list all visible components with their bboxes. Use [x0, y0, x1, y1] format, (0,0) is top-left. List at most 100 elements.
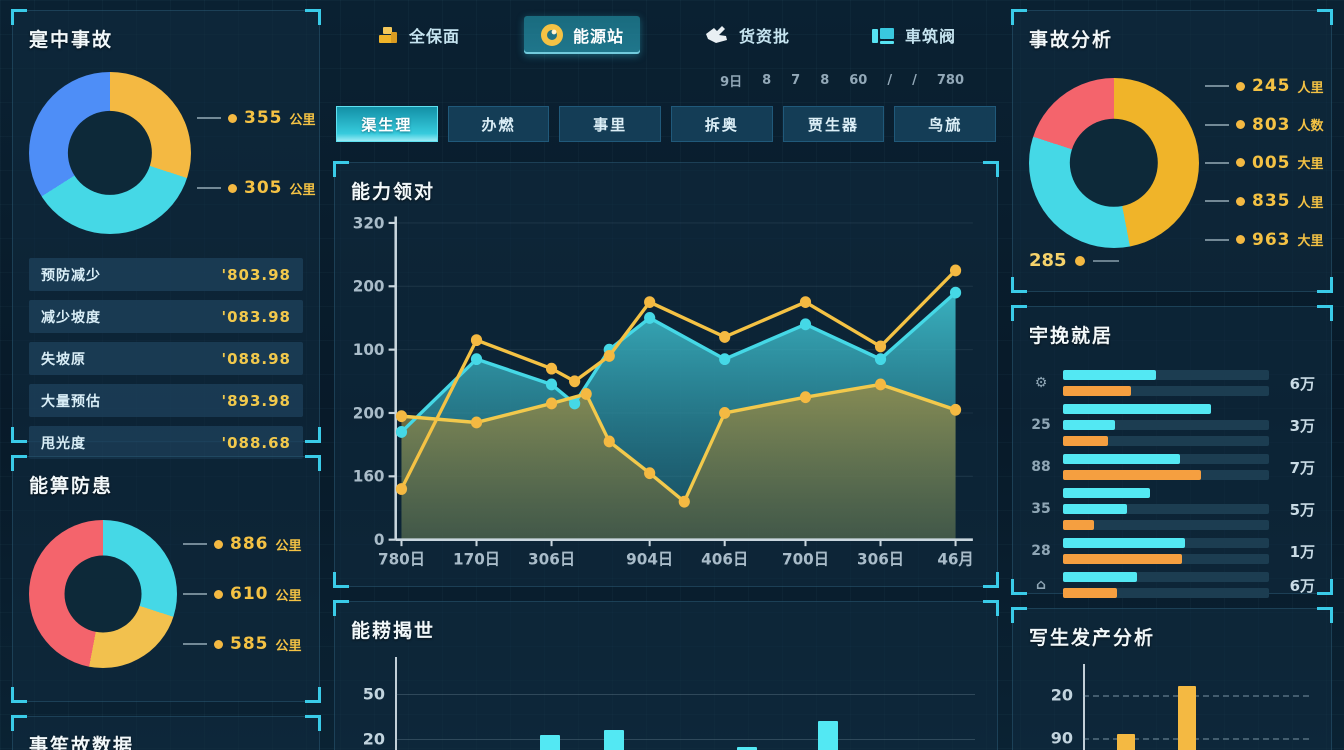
stat-label: 甩光度 — [41, 435, 86, 452]
chart-title: 能力领对 — [351, 181, 436, 203]
svg-text:320: 320 — [353, 213, 385, 233]
svg-text:46月: 46月 — [937, 549, 973, 569]
date-strip-item: 60 — [849, 72, 868, 88]
stat-row: 甩光度 '088.68 — [29, 426, 303, 459]
callout-value: 245 — [1252, 76, 1291, 97]
nav-item-label: 車筑阀 — [905, 27, 957, 46]
bar — [603, 730, 624, 750]
callout-dot — [214, 539, 223, 549]
chart-title: 能耢揭世 — [351, 620, 436, 642]
bar-track — [1063, 436, 1269, 446]
bar-fill — [1063, 554, 1183, 564]
hbar-row: 25 3万 — [1029, 400, 1315, 450]
corner-bracket — [983, 161, 999, 177]
corner-bracket — [1317, 277, 1333, 293]
bar-fill — [1063, 436, 1109, 446]
stat-label: 大量预估 — [41, 393, 101, 410]
boxes-icon — [376, 24, 400, 46]
corner-bracket — [305, 687, 321, 703]
bar-track — [1063, 504, 1269, 514]
nav-item-货资批[interactable]: 货资批 — [688, 16, 806, 54]
bar — [1177, 686, 1196, 750]
row-bars — [1063, 538, 1269, 564]
panel-accident-analysis: 事故分析 245 人里 803 人数 005 大里 835 人里 963 大里 285 — [1011, 9, 1333, 293]
bar-track — [1063, 386, 1269, 396]
bar-fill — [1063, 470, 1202, 480]
callout-dot — [1236, 196, 1245, 206]
corner-bracket — [1011, 9, 1027, 25]
corner-bracket — [11, 715, 27, 731]
corner-bracket — [305, 715, 321, 731]
donut-hole — [64, 555, 142, 633]
tab-贾生器[interactable]: 贾生器 — [782, 106, 885, 142]
row-icon: ⌂ — [1035, 577, 1047, 593]
nav-item-能源站[interactable]: 能源站 — [523, 16, 640, 54]
hbar-row: 28 1万 — [1029, 534, 1315, 568]
nav-item-label: 全保面 — [408, 27, 460, 46]
bar-track — [1063, 520, 1269, 530]
panel-title: 事笙故数据 — [29, 735, 135, 750]
tab-办燃[interactable]: 办燃 — [447, 106, 550, 142]
callout-dot — [228, 113, 237, 123]
corner-bracket — [305, 9, 321, 25]
folder-icon — [870, 24, 896, 46]
bar-fill — [1063, 370, 1156, 380]
date-strip-item: 8 — [762, 72, 772, 88]
y-tick-label: 90 — [1050, 728, 1073, 748]
donut-callout: 585 公里 — [183, 634, 303, 654]
donut-callouts: 355 公里 305 公里 — [191, 58, 316, 248]
bar — [737, 746, 758, 750]
svg-text:160: 160 — [353, 466, 385, 486]
svg-text:306日: 306日 — [528, 549, 575, 569]
svg-text:200: 200 — [353, 403, 385, 423]
bar — [818, 721, 839, 750]
nav-item-車筑阀[interactable]: 車筑阀 — [854, 16, 972, 54]
corner-bracket — [1317, 9, 1333, 25]
donut-callout: 886 公里 — [183, 534, 303, 554]
donut-callouts: 245 人里 803 人数 005 大里 835 人里 963 大里 — [1199, 58, 1324, 268]
svg-text:406日: 406日 — [701, 549, 748, 569]
callout-dot — [1236, 158, 1245, 168]
tab-事里[interactable]: 事里 — [559, 106, 662, 142]
corner-bracket — [983, 600, 999, 616]
tab-拆奥[interactable]: 拆奥 — [671, 106, 773, 142]
donut-hole — [67, 110, 153, 196]
callout-dot — [1074, 255, 1085, 266]
row-value-label: 1万 — [1289, 542, 1315, 561]
callout-value: 886 — [230, 534, 269, 554]
callout-value: 803 — [1252, 114, 1291, 135]
gridline — [1083, 695, 1309, 697]
corner-bracket — [983, 572, 999, 588]
date-strip-item: 8 — [820, 72, 830, 88]
donut-area: 886 公里 610 公里 585 公里 — [29, 504, 303, 684]
tab-鸟旈[interactable]: 鸟旈 — [894, 106, 997, 142]
svg-text:0: 0 — [374, 530, 385, 550]
bar-fill — [1063, 386, 1131, 396]
date-strip-item: / — [912, 72, 917, 88]
callout-value: 005 — [1252, 152, 1291, 173]
stat-row: 大量预估 '893.98 — [29, 384, 303, 417]
callout-suffix: 人里 — [1297, 80, 1324, 96]
panel-central-incidents: 寔中事故 355 公里 305 公里 预防减少 '803.98 减少坡度 '083.98 失坡… — [11, 9, 321, 459]
panel-energy-prevention: 能箅防患 886 公里 610 公里 585 公里 — [11, 455, 321, 703]
tab-渠生理[interactable]: 渠生理 — [336, 106, 438, 142]
y-tick-label: 50 — [362, 684, 385, 704]
date-strip-item: / — [887, 72, 893, 88]
row-value-label: 5万 — [1289, 500, 1315, 519]
panel-title: 寔中事故 — [29, 29, 114, 51]
row-value-label: 7万 — [1289, 458, 1315, 477]
donut-hole — [1069, 118, 1159, 208]
donut-area: 245 人里 803 人数 005 大里 835 人里 963 大里 — [1029, 58, 1324, 268]
nav-item-全保面[interactable]: 全保面 — [360, 16, 476, 54]
corner-bracket — [333, 572, 349, 588]
bar-fill — [1063, 404, 1212, 414]
stat-label: 失坡原 — [41, 351, 86, 368]
right-column: 事故分析 245 人里 803 人数 005 大里 835 人里 963 大里 285 宇挽就居 … — [1011, 9, 1333, 750]
corner-bracket — [305, 455, 321, 471]
analysis-donut-chart — [1029, 78, 1199, 248]
date-strip-item: 9日 — [720, 74, 743, 90]
svg-text:100: 100 — [353, 340, 385, 360]
corner-bracket — [333, 161, 349, 177]
callout-value: 285 — [1029, 250, 1067, 271]
corner-bracket — [1011, 579, 1027, 595]
